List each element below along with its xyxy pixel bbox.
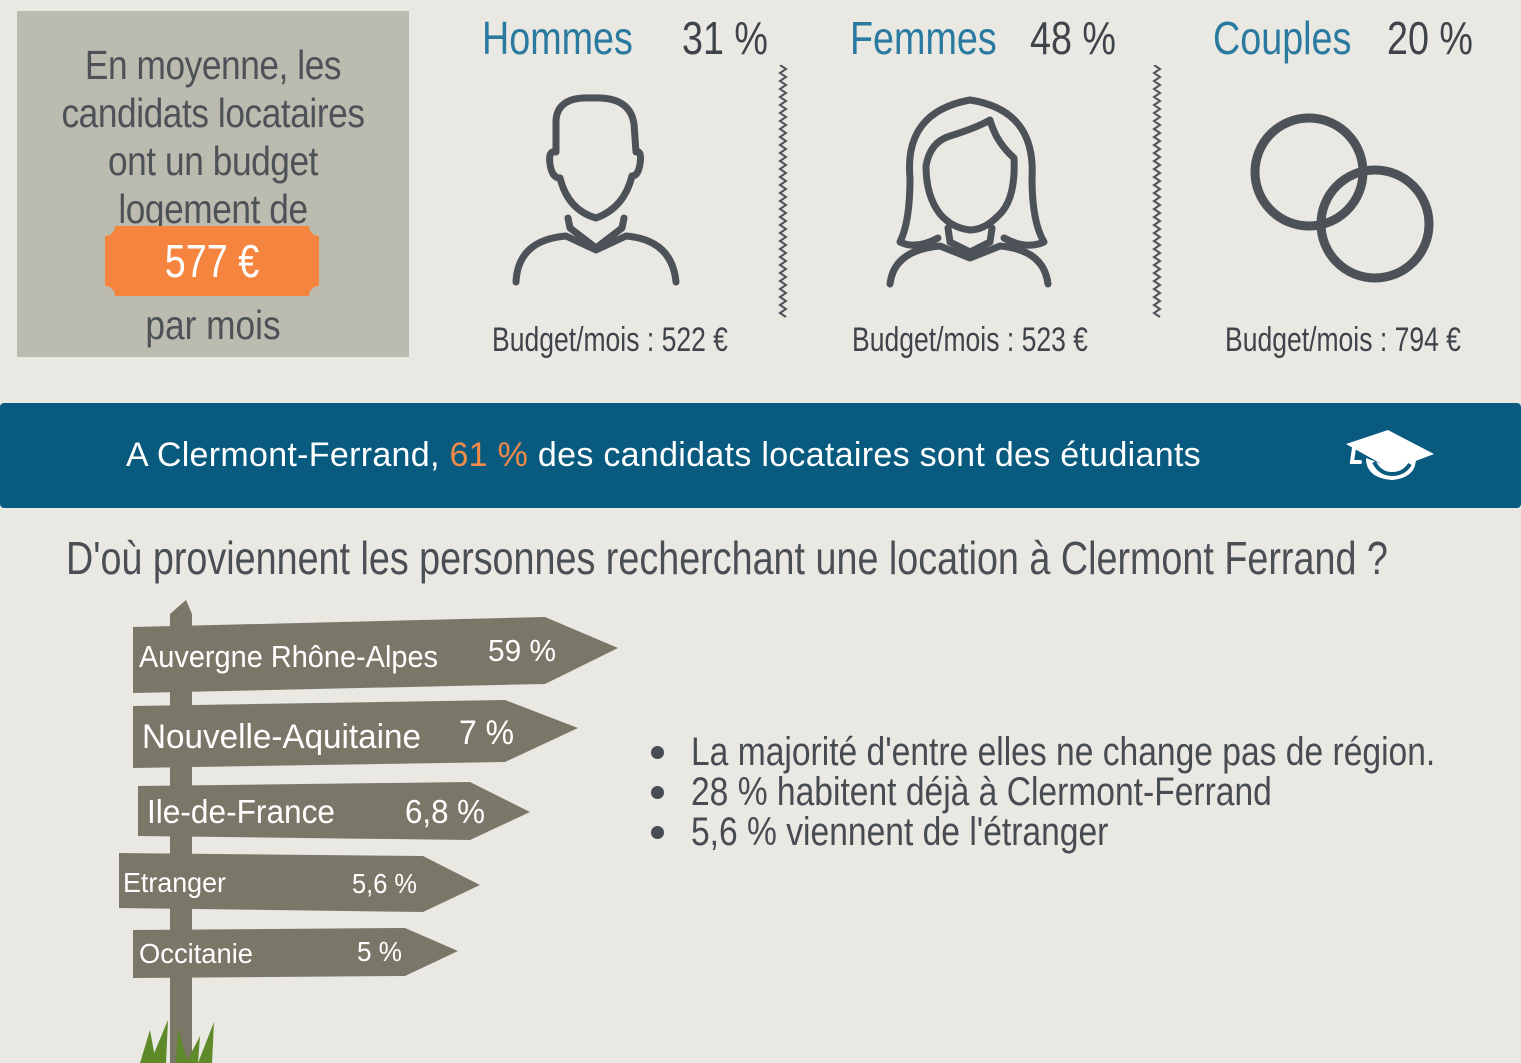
fact-text: La majorité d'entre elles ne change pas … — [691, 730, 1436, 774]
sign-percent: 5 % — [357, 936, 402, 967]
budget-period: par mois — [145, 302, 281, 348]
banner-suffix: des candidats locataires sont des étudia… — [528, 436, 1201, 474]
demographic-men: Hommes 31 % Budget/mois : 522 € — [430, 0, 790, 380]
list-item: 5,6 % viennent de l'étranger — [645, 812, 1521, 852]
sign-region: Etranger — [123, 867, 226, 898]
column-divider — [778, 65, 788, 318]
origins-signpost: Auvergne Rhône-Alpes 59 % Nouvelle-Aquit… — [119, 600, 618, 1063]
banner-prefix: A Clermont-Ferrand, — [126, 436, 450, 474]
bullet-dot — [651, 786, 664, 799]
graduation-cap-icon — [1346, 430, 1434, 480]
budget-intro: En moyenne, les candidats locataires ont… — [17, 41, 409, 233]
sign-region: Occitanie — [139, 938, 253, 969]
column-divider — [1152, 65, 1162, 318]
rings-icon — [1250, 113, 1434, 283]
banner-text: A Clermont-Ferrand, 61 % des candidats l… — [126, 430, 1201, 480]
sign-board — [133, 617, 618, 693]
sign-board — [119, 853, 480, 912]
sign-percent: 6,8 % — [405, 793, 485, 830]
grass — [140, 1020, 214, 1063]
budget-amount: 577 € — [164, 235, 260, 287]
list-item: La majorité d'entre elles ne change pas … — [645, 732, 1521, 772]
demographic-label: Hommes — [482, 12, 633, 64]
average-budget-panel: En moyenne, les candidats locataires ont… — [17, 11, 409, 357]
demographic-budget: Budget/mois : 794 € — [1225, 321, 1461, 359]
demographic-women: Femmes 48 % Budget/mois : 523 € — [800, 0, 1140, 380]
sign-percent: 59 % — [488, 633, 556, 668]
sign-board — [133, 700, 578, 768]
budget-intro-line: candidats locataires — [61, 90, 365, 136]
students-banner: A Clermont-Ferrand, 61 % des candidats l… — [0, 403, 1521, 508]
sign-board — [133, 928, 458, 978]
budget-intro-line: logement de — [118, 186, 308, 232]
sign-percent: 5,6 % — [352, 868, 417, 899]
fact-text: 28 % habitent déjà à Clermont-Ferrand — [691, 770, 1272, 814]
sign-board — [138, 782, 530, 840]
budget-intro-line: En moyenne, les — [84, 42, 342, 88]
demographic-couples: Couples 20 % Budget/mois : 794 € — [1165, 0, 1521, 380]
fact-text: 5,6 % viennent de l'étranger — [691, 810, 1109, 854]
demographic-budget: Budget/mois : 522 € — [492, 321, 728, 359]
banner-highlight: 61 % — [449, 436, 529, 474]
sign-region: Nouvelle-Aquitaine — [142, 718, 421, 756]
demographic-percent: 31 % — [682, 12, 768, 64]
ticket-shape — [105, 226, 319, 296]
budget-amount-tag: 577 € — [105, 226, 319, 296]
demographic-budget: Budget/mois : 523 € — [852, 321, 1088, 359]
budget-intro-line: ont un budget — [107, 138, 319, 184]
list-item: 28 % habitent déjà à Clermont-Ferrand — [645, 772, 1521, 812]
man-icon — [512, 94, 680, 286]
sign-percent: 7 % — [459, 714, 514, 752]
sign-region: Ile-de-France — [147, 793, 335, 830]
demographic-label: Femmes — [850, 12, 997, 64]
bullet-dot — [651, 746, 664, 759]
origins-question: D'où proviennent les personnes rechercha… — [66, 532, 1388, 584]
demographic-percent: 48 % — [1030, 12, 1116, 64]
origins-facts-list: La majorité d'entre elles ne change pas … — [645, 732, 1521, 852]
demographic-label: Couples — [1213, 12, 1352, 64]
woman-icon — [886, 96, 1052, 288]
bullet-dot — [651, 826, 664, 839]
sign-region: Auvergne Rhône-Alpes — [139, 639, 438, 674]
demographic-percent: 20 % — [1387, 12, 1473, 64]
